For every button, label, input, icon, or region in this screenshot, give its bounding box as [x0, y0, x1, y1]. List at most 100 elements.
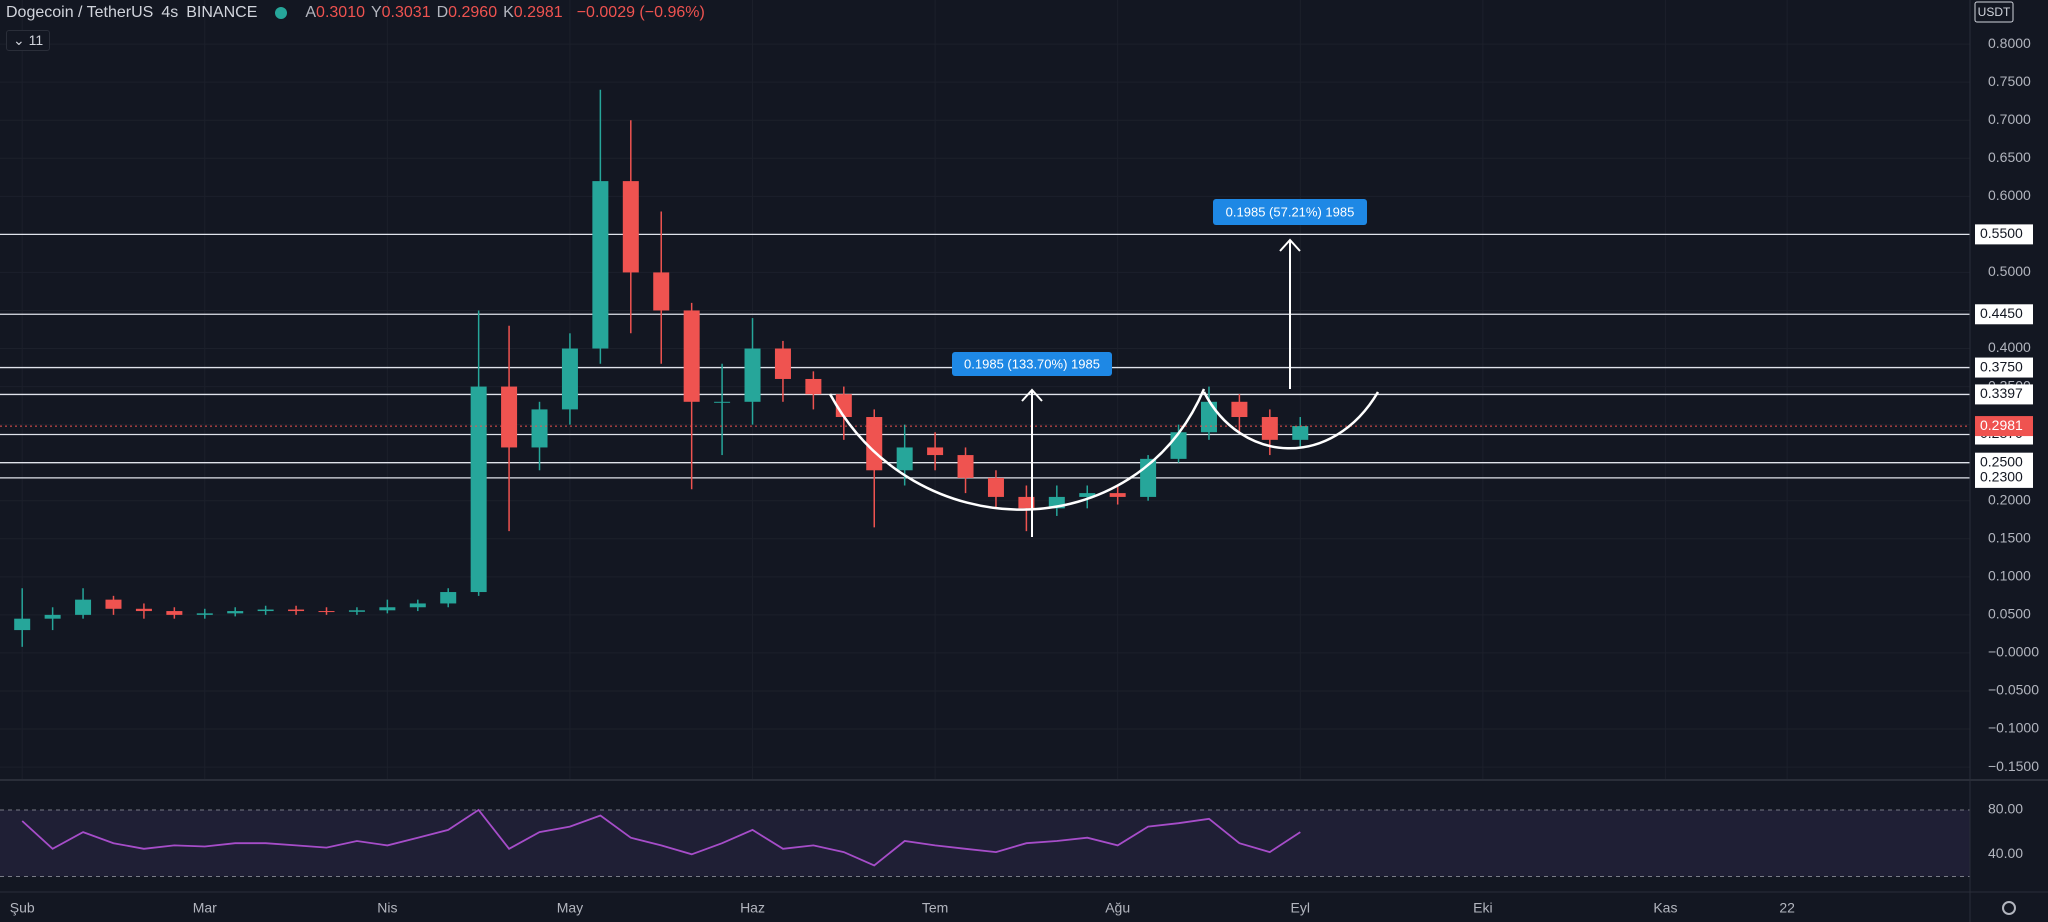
candle-body	[805, 378, 822, 395]
y-tick-label: 0.0500	[1988, 606, 2031, 622]
ohlc-value: 0.2960	[448, 4, 498, 21]
candle-body	[409, 603, 426, 608]
candle-body	[257, 609, 274, 612]
rsi-line	[21, 808, 1301, 867]
ohlc: A0.3010 Y0.3031 D0.2960 K0.2981	[305, 4, 568, 22]
candle-body	[196, 613, 213, 615]
y-tick-label: 0.1500	[1988, 529, 2031, 545]
candle-body	[927, 447, 944, 456]
x-tick-label: Mar	[193, 900, 217, 916]
cup-curve	[828, 388, 1206, 511]
candle-body	[531, 409, 548, 448]
indicator-toggle[interactable]: ⌄ 11	[6, 30, 51, 51]
last-price-box	[1975, 416, 2033, 437]
candle-body	[653, 272, 670, 311]
y-tick-label: 0.5000	[1988, 263, 2031, 279]
change: −0.0029 (−0.96%)	[576, 4, 705, 21]
level-label-box	[1975, 467, 2033, 488]
x-tick-label: Nis	[377, 900, 397, 916]
candle-body	[866, 417, 883, 471]
symbol: Dogecoin / TetherUS	[6, 4, 154, 21]
candle-body	[105, 599, 122, 609]
settings-icon[interactable]	[2002, 901, 2016, 915]
measure-label-box	[1213, 199, 1367, 225]
candle-body	[227, 611, 244, 614]
level-label: 0.3750	[1980, 358, 2023, 374]
candle-body	[470, 386, 487, 593]
candle-body	[348, 610, 365, 612]
y-tick-label: 0.6000	[1988, 187, 2031, 203]
x-tick-label: 22	[1779, 900, 1795, 916]
measure-label-box	[952, 352, 1112, 376]
ohlc-value: 0.3010	[316, 4, 365, 21]
candle-body	[744, 348, 761, 402]
y-tick-label: 0.6500	[1988, 149, 2031, 165]
arrow-head	[1279, 238, 1301, 252]
measure-label: 0.1985 (133.70%) 1985	[964, 356, 1100, 371]
candle-body	[1292, 426, 1309, 440]
y-tick-label: 0.4000	[1988, 339, 2031, 355]
candle-body	[1200, 401, 1217, 433]
level-label-box	[1975, 224, 2033, 245]
handle-curve	[1202, 391, 1380, 450]
ohlc-item: Y0.3031	[371, 4, 431, 21]
ohlc-key: Y	[370, 4, 382, 21]
grid	[0, 809, 1970, 877]
candle-body	[987, 477, 1004, 497]
level-label: 0.4450	[1980, 305, 2023, 321]
candle-body	[1231, 401, 1248, 418]
candle-body	[1170, 432, 1187, 459]
currency: USDT	[1978, 5, 2011, 19]
x-tick-label: Ağu	[1105, 900, 1130, 916]
level-label: 0.3397	[1980, 385, 2023, 401]
candle-body	[714, 401, 731, 403]
ohlc-key: K	[503, 4, 514, 21]
candle-body	[379, 607, 396, 611]
ohlc-value: 0.2981	[513, 4, 563, 21]
header: Dogecoin / TetherUS 4s BINANCE A0.3010 Y0…	[6, 4, 705, 22]
candle-body	[683, 310, 700, 402]
last-price-label: 0.2981	[1980, 417, 2023, 433]
exchange: BINANCE	[186, 4, 258, 21]
candle-body	[75, 599, 92, 615]
level-label-box	[1975, 357, 2033, 378]
candle-body	[501, 386, 518, 448]
x-tick-label: Kas	[1653, 900, 1677, 916]
ohlc-key: D	[436, 4, 449, 21]
candle-body	[1109, 493, 1126, 497]
candle-body	[835, 394, 852, 418]
ohlc-item: D0.2960	[437, 4, 498, 21]
currency-box	[1974, 1, 2014, 23]
candle-body	[1261, 417, 1278, 440]
candle-body	[957, 455, 974, 478]
ohlc-item: A0.3010	[305, 4, 365, 21]
candle-body	[561, 348, 578, 410]
candle-body	[1018, 496, 1035, 509]
ohlc-value: 0.3031	[381, 4, 431, 21]
level-label-box	[1975, 304, 2033, 325]
level-label: 0.2500	[1980, 453, 2023, 469]
candle-body	[592, 181, 609, 349]
measure-label: 0.1985 (57.21%) 1985	[1226, 204, 1355, 219]
x-tick-label: Eki	[1473, 900, 1492, 916]
level-label-box	[1975, 452, 2033, 473]
status-dot	[275, 7, 288, 19]
x-tick-label: Haz	[740, 900, 765, 916]
candle-body	[14, 618, 31, 631]
candle-body	[288, 609, 305, 612]
candle-body	[318, 611, 335, 613]
y-tick-label: 0.8000	[1988, 35, 2031, 51]
y-tick-label: −0.1500	[1988, 758, 2039, 774]
candle-body	[1079, 493, 1096, 497]
x-tick-label: Tem	[922, 900, 948, 916]
axis-labels: 0.8000 0.7500 0.7000 0.6500 0.6000 0.5500 0.50…	[10, 35, 2039, 916]
x-tick-label: May	[557, 900, 583, 916]
y-tick-label: 0.2000	[1988, 491, 2031, 507]
x-tick-label: Şub	[10, 900, 35, 916]
ohlc-key: A	[305, 4, 317, 21]
y-tick-label: −0.1000	[1988, 720, 2039, 736]
indicator-count: 11	[28, 32, 44, 48]
arrow-head	[1021, 388, 1043, 402]
